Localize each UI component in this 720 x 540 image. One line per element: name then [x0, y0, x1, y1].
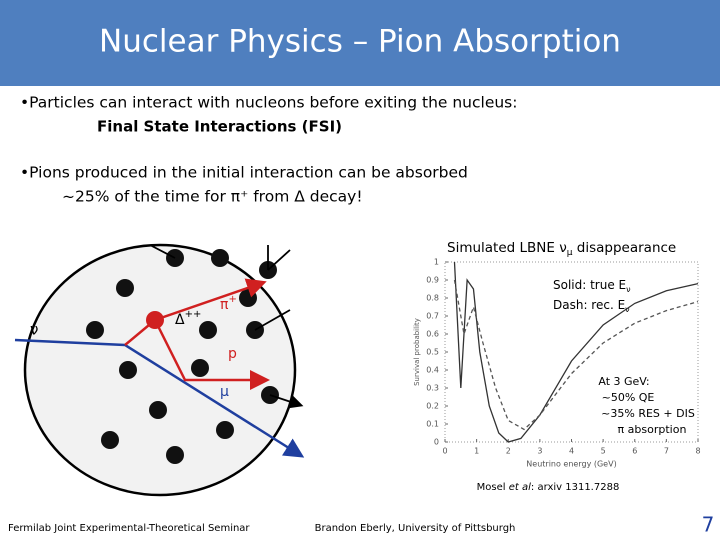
t: Simulated LBNE ν	[447, 240, 567, 256]
x-tick-label: 1	[474, 447, 479, 456]
plot-title: Simulated LBNE νμ disappearance	[447, 240, 676, 258]
x-tick-label: 4	[569, 447, 574, 456]
legend-entry: Solid: true Eν	[553, 278, 631, 294]
label-pi: π+	[220, 294, 237, 313]
t: Solid: true E	[553, 278, 626, 292]
y-tick-label: 0.7	[426, 312, 439, 321]
nucleons	[86, 249, 279, 464]
bullet-sub: Final State Interactions (FSI)	[97, 118, 342, 136]
sup: +	[228, 294, 236, 305]
y-tick-label: 0.3	[426, 384, 439, 393]
curve	[453, 279, 699, 431]
label-delta: Δ++	[175, 309, 201, 328]
y-tick-label: 0.2	[426, 402, 439, 411]
delta	[146, 311, 164, 329]
plot-frame	[444, 261, 699, 443]
x-tick-label: 3	[537, 447, 542, 456]
y-tick-label: 0.6	[426, 330, 439, 339]
y-tick-label: 0.8	[426, 294, 439, 303]
header-bar	[0, 0, 720, 86]
t: Mosel	[477, 482, 509, 493]
scatter-arrows	[149, 244, 300, 405]
t: Dash: rec. E	[553, 298, 625, 312]
label: Δ	[175, 312, 185, 328]
sub: ν	[626, 285, 631, 294]
footer-center: Brandon Eberly, University of Pittsburgh	[315, 523, 516, 534]
citation: Mosel et al: arxiv 1311.7288	[477, 482, 620, 493]
y-axis-label: Survival probability	[413, 318, 421, 386]
x-tick-label: 2	[506, 447, 511, 456]
label-nu: ν	[30, 321, 38, 339]
y-tick-label: 0.1	[426, 420, 439, 429]
bullet: •Pions produced in the initial interacti…	[20, 164, 468, 182]
x-tick-label: 7	[664, 447, 669, 456]
label: π	[220, 297, 229, 313]
x-tick-label: 5	[601, 447, 606, 456]
bullet: •Particles can interact with nucleons be…	[20, 94, 517, 112]
x-tick-label: 8	[695, 447, 700, 456]
footer-left: Fermilab Joint Experimental-Theoretical …	[8, 523, 250, 534]
x-tick-label: 0	[442, 447, 447, 456]
slide-title: Nuclear Physics – Pion Absorption	[99, 24, 621, 60]
legend-entry: Dash: rec. Eν	[553, 298, 630, 314]
survival-plot: Simulated LBNE νμ disappearance Solid: t…	[413, 240, 701, 493]
t: disappearance	[573, 240, 677, 256]
nucleus-diagram: ν Δ++ π+ p μ	[14, 243, 300, 497]
y-tick-label: 0.9	[426, 276, 439, 285]
t: et al	[509, 482, 531, 493]
note: ~50% QE	[602, 391, 655, 404]
page-number: 7	[702, 513, 715, 537]
t: : arxiv 1311.7288	[531, 482, 619, 493]
sub: μ	[567, 248, 573, 258]
y-tick-label: 1	[434, 258, 439, 267]
label-mu: μ	[220, 384, 229, 400]
bullet-sub: ~25% of the time for π⁺ from Δ decay!	[62, 188, 363, 206]
curve	[453, 261, 699, 443]
note: At 3 GeV:	[598, 375, 649, 388]
label-p: p	[228, 346, 237, 362]
note: π absorption	[618, 423, 687, 436]
y-tick-label: 0.5	[426, 348, 439, 357]
x-tick-label: 6	[632, 447, 637, 456]
y-tick-label: 0	[434, 438, 439, 447]
sup: ++	[185, 309, 202, 320]
x-axis-label: Neutrino energy (GeV)	[526, 460, 616, 469]
proton-track	[153, 319, 270, 390]
y-tick-label: 0.4	[426, 366, 439, 375]
note: ~35% RES + DIS	[601, 407, 695, 420]
nucleus	[23, 243, 297, 497]
